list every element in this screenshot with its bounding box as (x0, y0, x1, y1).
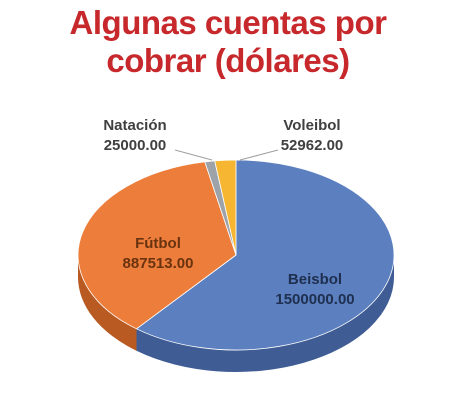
data-label-name-natacion: Natación (103, 117, 166, 134)
data-label-value-voleibol: 52962.00 (281, 137, 344, 154)
pie-slice-beisbol (135, 159, 395, 351)
data-label-name-beisbol: Beisbol (288, 271, 342, 288)
data-label-name-voleibol: Voleibol (283, 117, 340, 134)
leader-line-voleibol (239, 149, 279, 161)
leader-line-natacion (174, 149, 213, 161)
data-label-value-futbol: 887513.00 (123, 255, 194, 272)
pie-slice-voleibol (214, 159, 237, 256)
data-label-name-futbol: Fútbol (135, 235, 181, 252)
pie-side-futbol (78, 255, 137, 351)
chart-title-line-1: Algunas cuentas por (69, 4, 387, 41)
data-label-value-beisbol: 1500000.00 (275, 291, 354, 308)
chart-title: Algunas cuentas por cobrar (dólares) (0, 4, 456, 80)
chart-title-line-2: cobrar (dólares) (106, 42, 350, 79)
pie-side-beisbol (136, 255, 394, 372)
pie-slice-futbol (77, 161, 237, 330)
data-label-value-natacion: 25000.00 (104, 137, 167, 154)
